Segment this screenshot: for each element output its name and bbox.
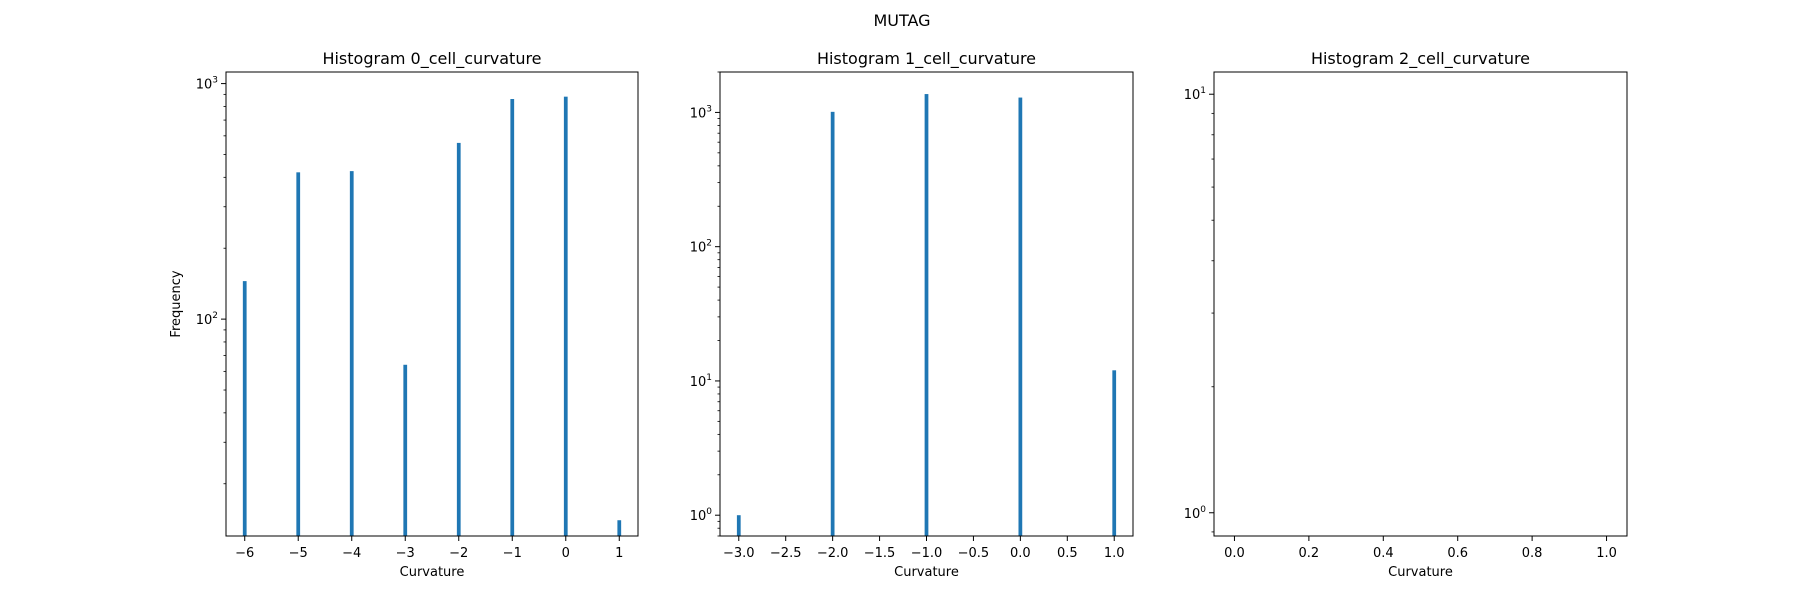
x-tick-label-0-6: 0 xyxy=(562,546,570,561)
x-tick-label-2-1: 0.2 xyxy=(1299,546,1320,561)
x-axis-label-2: Curvature xyxy=(1388,565,1453,580)
x-tick-label-1-5: −0.5 xyxy=(958,546,990,561)
x-axis-label-0: Curvature xyxy=(400,565,465,580)
x-tick-label-2-5: 1.0 xyxy=(1596,546,1617,561)
bar-0-6 xyxy=(563,96,568,537)
x-tick-label-1-2: −2.0 xyxy=(817,546,849,561)
bar-1-3 xyxy=(1018,97,1023,536)
subplot-1: 100 101 102 103 −3.0 −2.5 −2.0 −1.5 −1.0 −0.5 0.0 0… xyxy=(690,49,1134,580)
subplot-title-1: Histogram 1_cell_curvature xyxy=(817,49,1036,69)
x-tick-label-1-7: 0.5 xyxy=(1057,546,1078,561)
y-tick-label-2-0: 100 xyxy=(1184,505,1207,522)
figure-suptitle: MUTAG xyxy=(873,11,930,30)
bar-0-4 xyxy=(456,142,461,536)
x-tick-label-1-4: −1.0 xyxy=(911,546,943,561)
axes-frame-2 xyxy=(1213,71,1628,537)
y-tick-label-1-2: 102 xyxy=(690,239,712,256)
x-tick-label-1-8: 1.0 xyxy=(1104,546,1125,561)
x-tick-label-2-3: 0.6 xyxy=(1447,546,1468,561)
subplots: 102 103 −6 −5 −4 −3 −2 −1 0 1 Histogram 0_cell_cur… xyxy=(169,49,1628,580)
subplot-title-0: Histogram 0_cell_curvature xyxy=(322,49,541,69)
x-tick-label-0-1: −5 xyxy=(289,546,308,561)
x-tick-label-0-2: −4 xyxy=(342,546,361,561)
y-tick-label-1-1: 101 xyxy=(690,373,712,390)
x-tick-label-0-3: −3 xyxy=(396,546,415,561)
x-tick-label-1-6: 0.0 xyxy=(1010,546,1031,561)
x-tick-label-1-1: −2.5 xyxy=(770,546,802,561)
x-tick-label-0-0: −6 xyxy=(235,546,254,561)
bar-1-4 xyxy=(1112,370,1117,536)
bar-0-0 xyxy=(242,281,247,536)
x-tick-label-2-4: 0.8 xyxy=(1522,546,1543,561)
x-tick-label-0-5: −1 xyxy=(503,546,522,561)
axes-frame-1 xyxy=(719,71,1134,537)
bar-1-1 xyxy=(830,111,835,536)
y-tick-label-1-0: 100 xyxy=(690,507,713,524)
y-tick-label-0-0: 102 xyxy=(196,311,218,328)
bar-0-1 xyxy=(296,172,301,536)
bar-0-2 xyxy=(349,171,354,536)
y-tick-label-0-1: 103 xyxy=(196,76,218,93)
x-tick-label-0-4: −2 xyxy=(449,546,468,561)
y-tick-label-1-3: 103 xyxy=(690,104,712,121)
subplot-title-2: Histogram 2_cell_curvature xyxy=(1311,49,1530,69)
bar-0-3 xyxy=(403,364,408,536)
x-tick-label-0-7: 1 xyxy=(615,546,623,561)
x-tick-label-1-0: −3.0 xyxy=(723,546,755,561)
bar-0-7 xyxy=(617,520,622,536)
bar-1-2 xyxy=(924,94,929,536)
x-tick-label-2-0: 0.0 xyxy=(1224,546,1245,561)
x-axis-label-1: Curvature xyxy=(894,565,959,580)
subplot-0: 102 103 −6 −5 −4 −3 −2 −1 0 1 Histogram 0_cell_cur… xyxy=(169,49,639,580)
bar-0-5 xyxy=(510,99,515,537)
x-tick-label-1-3: −1.5 xyxy=(864,546,896,561)
y-axis-label-0: Frequency xyxy=(169,270,184,337)
bar-1-0 xyxy=(736,515,741,536)
axes-frame-0 xyxy=(225,71,639,537)
x-tick-label-2-2: 0.4 xyxy=(1373,546,1394,561)
subplot-2: 100 101 0.0 0.2 0.4 0.6 0.8 1.0 Histogram 2_cell… xyxy=(1184,49,1628,580)
y-tick-label-2-1: 101 xyxy=(1184,86,1206,103)
